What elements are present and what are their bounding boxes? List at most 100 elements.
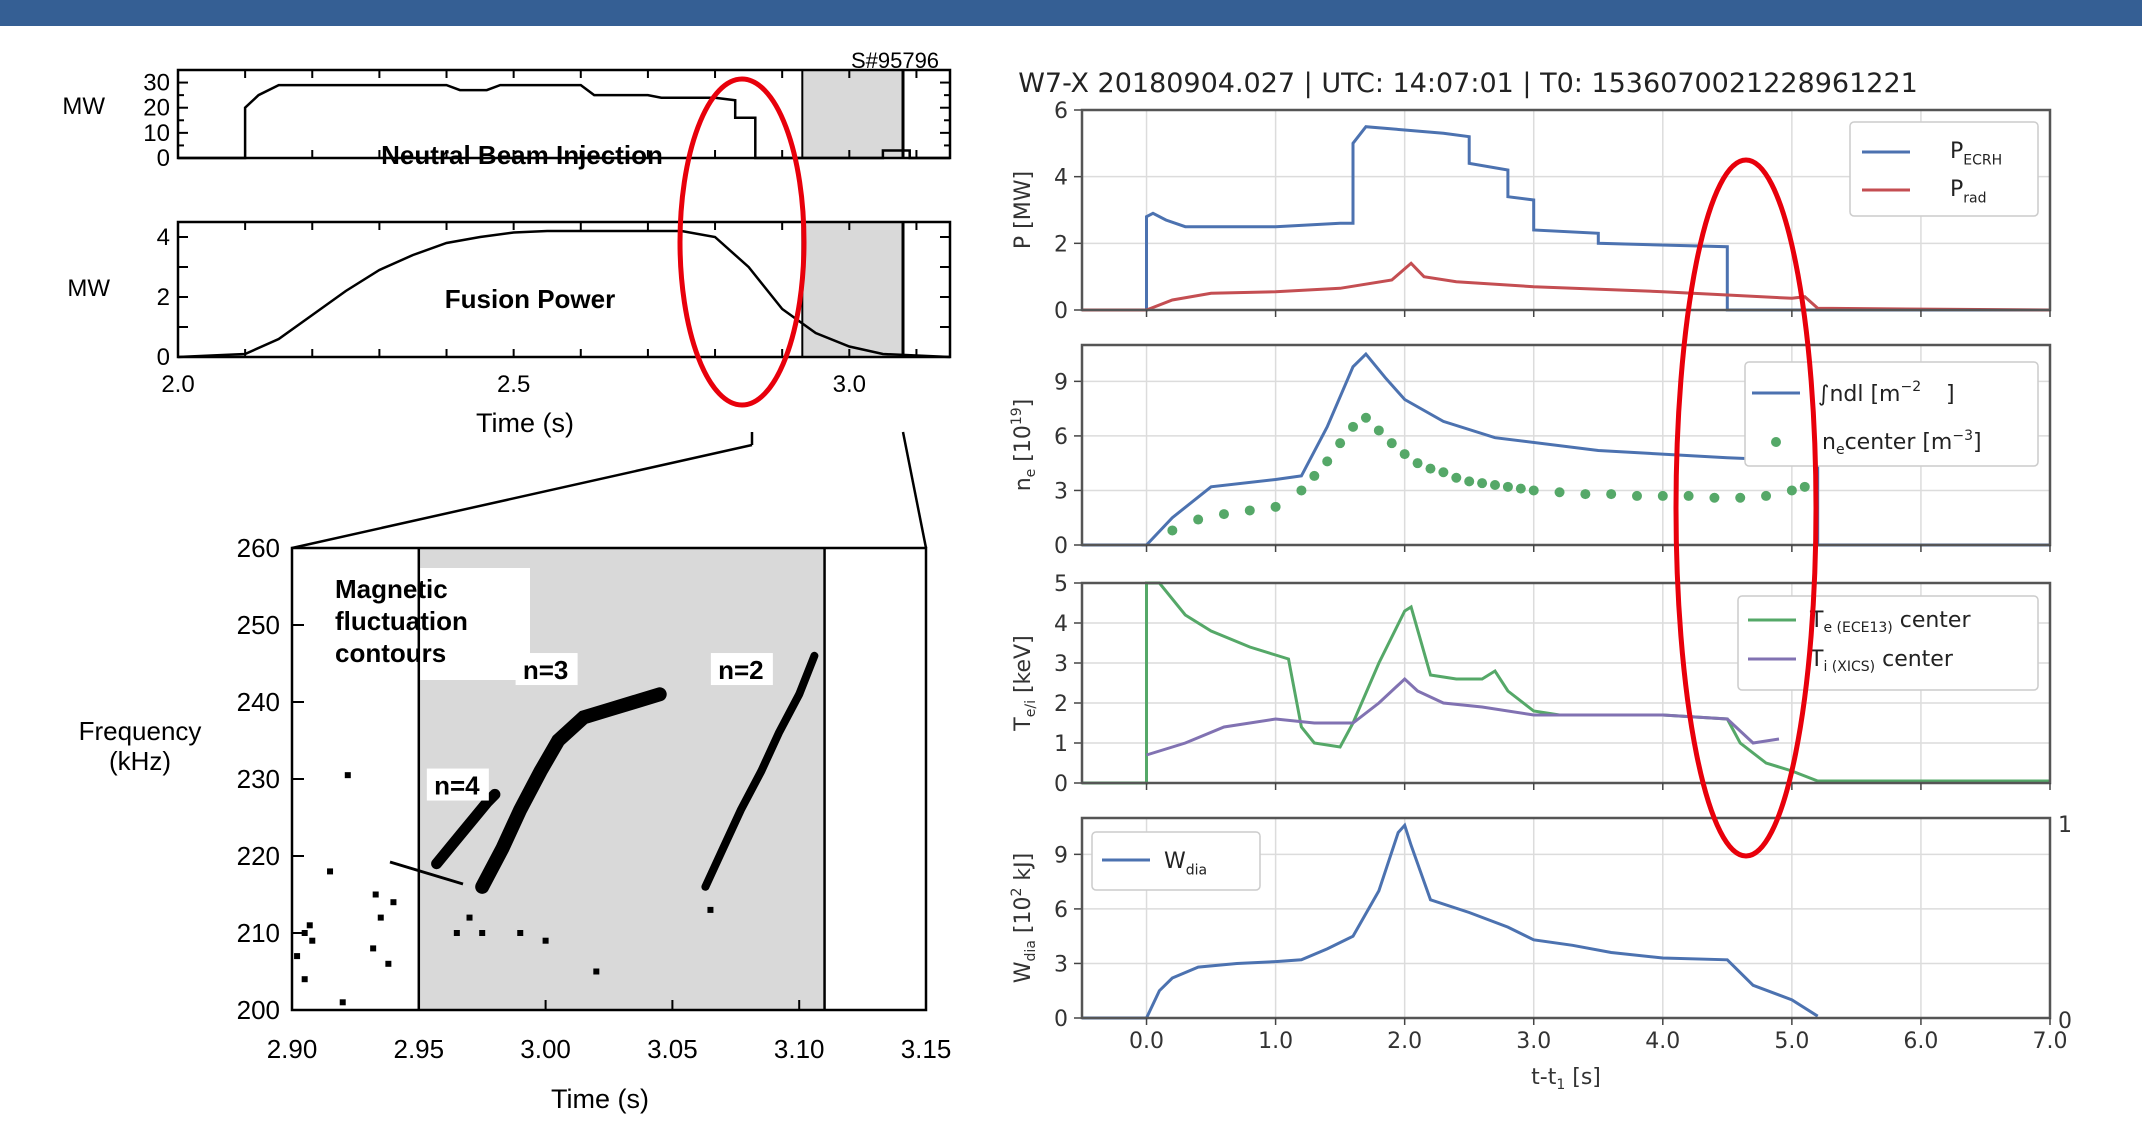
spectrogram-marker-line [389,860,464,886]
nbi-ytick-label: 0 [157,145,170,172]
nbi-ytick-label: 20 [143,95,170,122]
w7x-xtick-label: 0.0 [1129,1029,1164,1054]
w7x-density-point [1735,492,1746,503]
w7x-ytick-label: 4 [1054,612,1068,637]
mode-label: n=3 [523,655,569,685]
w7x-xtick-label: 7.0 [2033,1029,2068,1054]
w7x-ytick-label: 3 [1054,952,1068,977]
energy-legend [1091,831,1261,891]
nbi-ytick-label: 10 [143,120,170,147]
w7x-ytick-label: 3 [1054,479,1068,504]
w7x-density-point [1580,489,1591,500]
fusion-ylabel: MW [67,275,110,302]
w7x-density-point [1799,481,1810,492]
spectrogram-contour-n2 [701,651,819,891]
mode-label-box [710,653,773,686]
w7x-ytick-label: 9 [1054,843,1068,868]
spectrogram-ytick-label: 210 [237,918,280,948]
w7x-ytick-label: 4 [1054,166,1068,191]
spectrogram-ytick-label: 200 [237,995,280,1025]
spectrogram-ytick-label: 260 [237,533,280,563]
w7x-ytick-label: 0 [1054,299,1068,324]
w7x-density-point [1270,501,1281,512]
w7x-series-line [1082,822,1819,1020]
w7x-xtick-label: 5.0 [1774,1029,1809,1054]
w7x-density-point [1412,458,1423,469]
contour-label-line-1: Magnetic [335,574,448,604]
fusion-xtick-label: 3.0 [833,371,866,398]
w7x-frame [1080,343,2052,547]
w7x-density-point [1386,438,1397,449]
w7x-series-line [1082,351,2050,547]
w7x-xtick-label: 3.0 [1516,1029,1551,1054]
spectrogram-speckle [593,968,600,975]
fusion-xtick-label: 2.0 [161,371,194,398]
spectrogram-speckle [306,922,313,929]
w7x-panel-w7x_power: 0 2 4 6 [1054,99,2052,324]
nbi-ytick-label: 30 [143,70,170,97]
w7x-density-point [1438,467,1449,478]
spectrogram-xtick-label: 3.10 [774,1034,825,1064]
nbi-shaded-region [802,70,904,158]
w7x-xtick-label: 6.0 [1903,1029,1938,1054]
w7x-panel-w7x_energy: 0 3 6 9 [1054,816,2052,1032]
w7x-series-line [1082,261,2051,312]
density-legend [1744,361,2039,467]
spectrogram-xtick-label: 2.90 [267,1034,318,1064]
fusion-frame [176,220,952,359]
temperature-ylabel: Te/i [keV] [1011,635,1039,731]
w7x-ytick-label: 6 [1054,425,1068,450]
spectrogram-speckle [294,953,301,960]
fusion-ytick-label: 2 [157,284,170,311]
spectrogram-speckle [301,976,308,983]
spectrogram-speckle [466,914,473,921]
w7x-density-point [1296,485,1307,496]
w7x-density-point [1657,490,1668,501]
fusion-ytick-label: 4 [157,224,170,251]
fusion-xlabel: Time (s) [476,408,574,438]
density-ylabel: ne [1019] [1009,399,1039,492]
mode-label: n=4 [434,771,480,801]
legend-label-ndl: ∫ndl [m−2 [1818,379,1921,407]
w7x-ytick-label: 5 [1054,572,1068,597]
nbi-frame [176,68,952,160]
w7x-density-point [1786,485,1797,496]
w7x-density-point [1464,476,1475,487]
w7x-title: W7-X 20180904.027 | UTC: 14:07:01 | T0: … [1018,68,1918,99]
power-legend [1849,121,2039,217]
w7x-ytick-label: 3 [1054,652,1068,677]
w7x-density-point [1528,485,1539,496]
spectrogram-speckle [377,914,384,921]
w7x-density-point [1554,487,1565,498]
spectrogram-speckle [707,906,714,913]
w7x-density-point [1761,490,1772,501]
contour-label-box [322,568,530,680]
w7x-density-point [1218,509,1229,520]
zoom-connector-right [901,431,928,549]
w7x-density-point [1348,421,1359,432]
spectrogram-speckle [370,945,377,952]
contour-label-line-3: contours [335,638,446,668]
w7x-series-line [1146,676,1780,757]
w7x-frame [1080,581,2052,785]
fusion-ytick-label: 0 [157,344,170,371]
w7x-ytick-label: 2 [1054,232,1068,257]
fusion-inner-label: Fusion Power [445,284,615,314]
w7x-density-point [1477,478,1488,489]
w7x-density-point [1709,492,1720,503]
w7x-density-point [1631,490,1642,501]
fusion-xtick-label: 2.5 [497,371,530,398]
w7x-density-point [1309,470,1320,481]
spectrogram-speckle [372,891,379,898]
w7x-density-point [1451,472,1462,483]
w7x-ytick-label: 6 [1054,898,1068,923]
spectrogram-speckle [479,930,486,936]
w7x-panel-w7x_temperature: 0 1 2 3 4 5 [1054,572,2052,797]
zoom-connector-left [291,443,753,550]
w7x-ytick-label: 0 [1054,772,1068,797]
spectrogram-speckle [385,960,392,967]
w7x-xlabel: t-t1 [s] [1531,1065,1601,1093]
nbi-ylabel: MW [62,93,105,120]
